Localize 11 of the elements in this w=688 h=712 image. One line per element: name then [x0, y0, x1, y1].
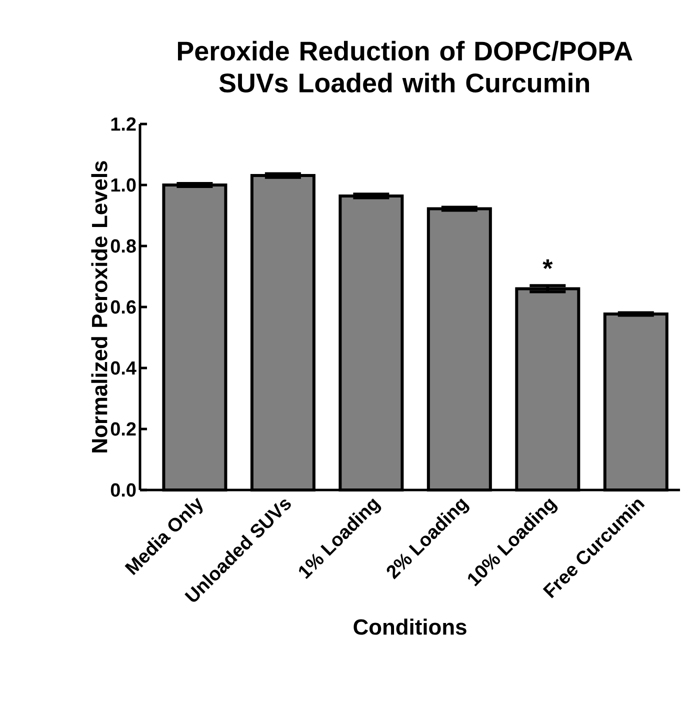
y-axis-title: Normalized Peroxide Levels: [91, 161, 108, 452]
x-axis-title: Conditions: [354, 618, 466, 635]
y-tick-label: 0.2: [110, 422, 136, 436]
y-tick-label: 0.4: [110, 361, 136, 375]
y-tick-label: 0.6: [110, 300, 136, 314]
chart-title: Peroxide Reduction of DOPC/POPA SUVs Loaded with Curcumin: [178, 40, 632, 92]
y-tick-label: 1.0: [111, 178, 136, 192]
y-tick-label: 0.0: [110, 483, 136, 497]
annotation: *: [542, 259, 553, 269]
y-tick-label: 1.2: [111, 117, 136, 131]
y-tick-label: 0.8: [110, 239, 136, 253]
